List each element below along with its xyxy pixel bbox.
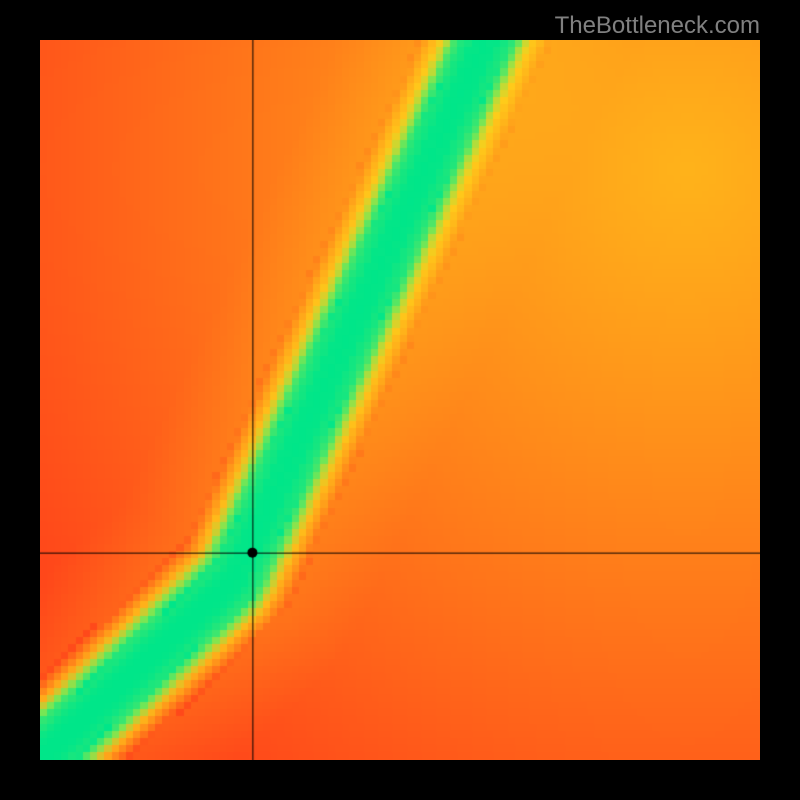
watermark-text: TheBottleneck.com <box>555 12 760 40</box>
chart-container: TheBottleneck.com <box>0 0 800 800</box>
heatmap-canvas <box>40 40 760 760</box>
